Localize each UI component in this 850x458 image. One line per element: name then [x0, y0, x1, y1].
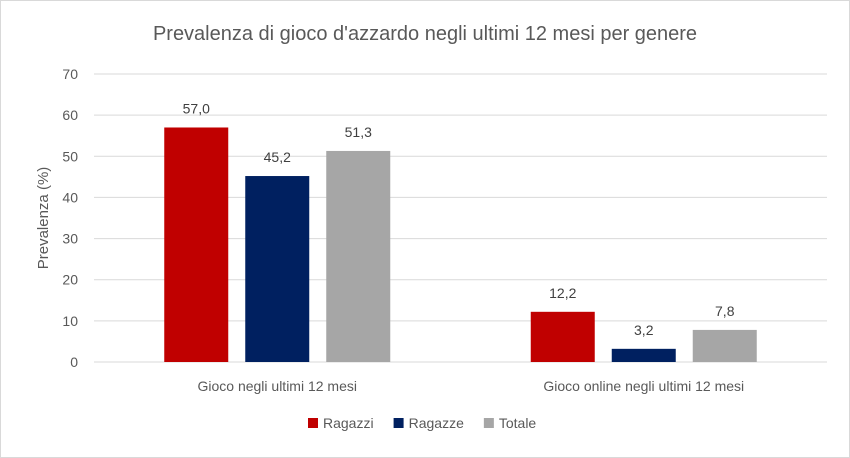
category-labels: Gioco negli ultimi 12 mesi Gioco online n… — [197, 378, 744, 394]
bar-ragazzi-1 — [164, 127, 229, 362]
data-labels: 57,0 45,2 51,3 12,2 3,2 7,8 — [183, 100, 735, 337]
y-tick-label: 30 — [62, 231, 78, 247]
data-label: 51,3 — [345, 124, 372, 140]
legend-swatch — [393, 418, 404, 428]
y-tick-label: 20 — [62, 272, 78, 288]
legend-label: Ragazze — [409, 415, 464, 431]
bars — [164, 127, 757, 362]
category-label: Gioco negli ultimi 12 mesi — [197, 378, 357, 394]
y-tick-label: 10 — [62, 313, 78, 329]
data-label: 7,8 — [715, 303, 735, 319]
legend-label: Ragazzi — [323, 415, 374, 431]
y-tick-label: 0 — [70, 354, 78, 370]
chart-title: Prevalenza di gioco d'azzardo negli ulti… — [153, 23, 697, 45]
y-tick-label: 50 — [62, 148, 78, 164]
y-tick-label: 40 — [62, 189, 78, 205]
y-tick-label: 60 — [62, 107, 78, 123]
legend-item-ragazzi: Ragazzi — [308, 415, 374, 431]
bar-totale-1 — [326, 150, 391, 362]
y-axis-label: Prevalenza (%) — [35, 167, 52, 270]
category-label: Gioco online negli ultimi 12 mesi — [543, 378, 744, 394]
y-tick-label: 70 — [62, 66, 78, 82]
legend-swatch — [483, 418, 494, 428]
legend-item-totale: Totale — [483, 415, 537, 431]
data-label: 12,2 — [549, 285, 576, 301]
legend-label: Totale — [499, 415, 537, 431]
bar-ragazze-1 — [245, 176, 310, 362]
data-label: 57,0 — [183, 100, 210, 116]
bar-ragazzi-2 — [530, 311, 595, 362]
data-label: 3,2 — [634, 322, 654, 338]
legend-swatch — [308, 418, 318, 428]
y-axis-ticks: 0 10 20 30 40 50 60 70 — [62, 66, 78, 370]
legend: Ragazzi Ragazze Totale — [308, 415, 536, 431]
data-label: 45,2 — [264, 149, 291, 165]
bar-ragazze-2 — [611, 348, 676, 362]
bar-totale-2 — [692, 329, 757, 362]
legend-item-ragazze: Ragazze — [393, 415, 464, 431]
